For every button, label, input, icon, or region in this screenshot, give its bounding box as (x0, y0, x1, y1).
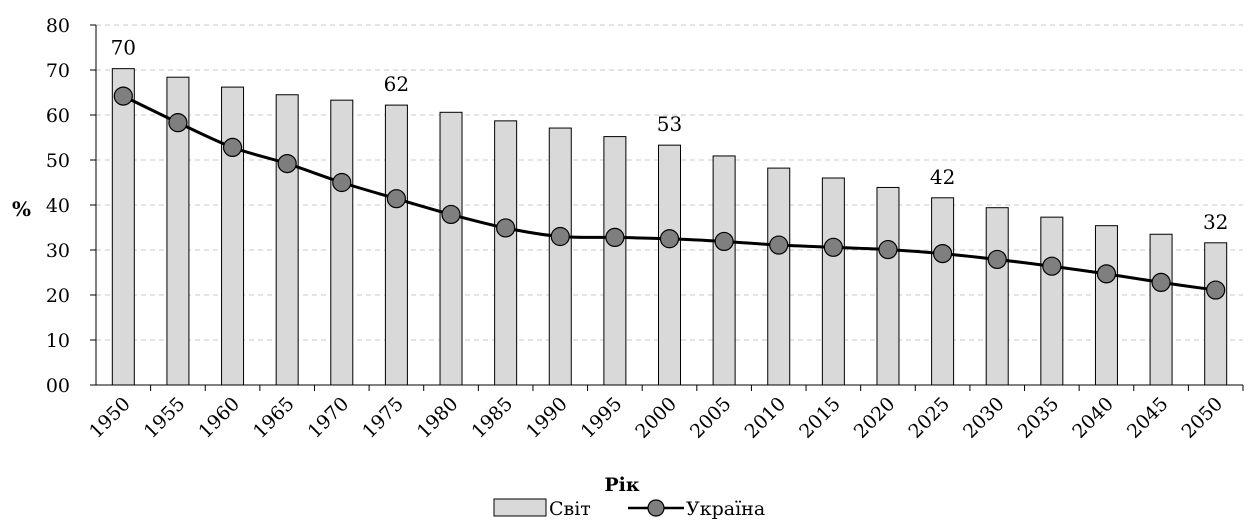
bar-world (658, 144, 681, 386)
x-tick-label: 1995 (577, 393, 627, 443)
ukraine-point (550, 226, 570, 247)
bar-world (548, 127, 572, 386)
bar-world (603, 136, 627, 386)
y-tick-label: 30 (46, 240, 70, 262)
bar-series-world (111, 68, 1228, 386)
ukraine-point (386, 189, 407, 209)
x-tick-label: 2015 (795, 393, 845, 443)
y-tick-label: 20 (46, 285, 70, 307)
x-tick-label: 2030 (959, 393, 1009, 443)
ukraine-point (714, 231, 734, 252)
x-tick-label: 2000 (631, 393, 681, 443)
bar-world (985, 207, 1009, 386)
x-tick-label: 1955 (140, 393, 190, 443)
legend-swatch-world (493, 498, 547, 517)
legend: Світ Україна (493, 498, 765, 520)
legend-label-ukraine: Україна (686, 498, 765, 520)
ukraine-point (823, 237, 843, 257)
legend-label-world: Світ (549, 498, 591, 520)
bar-world (439, 111, 463, 386)
ukraine-point (168, 113, 188, 133)
x-tick-label: 1975 (358, 393, 408, 443)
bar-world (330, 99, 354, 386)
line-series-ukraine (113, 86, 1226, 300)
x-tick-label: 1970 (304, 393, 354, 443)
x-tick-label: 1985 (467, 393, 517, 443)
ukraine-point (932, 244, 953, 264)
x-tick-label: 2020 (850, 393, 900, 443)
y-tick-label: 10 (46, 330, 70, 352)
y-tick-label: 80 (46, 15, 70, 37)
x-tick-label: 1965 (249, 393, 299, 443)
bar-data-label: 32 (1203, 210, 1228, 234)
x-tick-label: 2035 (1014, 393, 1064, 443)
ukraine-point (1042, 256, 1062, 276)
x-tick-label: 1980 (413, 393, 463, 443)
bar-world (494, 120, 518, 386)
x-tick-label: 2010 (741, 393, 791, 443)
ukraine-point (1206, 280, 1226, 300)
y-tick-label: 60 (46, 105, 70, 127)
y-tick-label: 70 (46, 60, 70, 82)
ukraine-point (1096, 264, 1117, 284)
bar-world (275, 94, 299, 386)
ukraine-point (769, 235, 789, 255)
ukraine-point (222, 137, 243, 157)
bar-data-label: 42 (930, 165, 955, 189)
ukraine-point (113, 86, 133, 106)
bar-world (384, 104, 408, 386)
bar-world (221, 86, 245, 386)
x-tick-label: 2050 (1177, 393, 1227, 443)
ukraine-point (878, 239, 898, 260)
bar-world (1204, 242, 1228, 386)
x-tick-label: 2045 (1123, 393, 1173, 443)
bar-world (931, 197, 955, 386)
bar-world (1149, 233, 1173, 386)
ukraine-point (441, 204, 461, 225)
bar-world (821, 177, 845, 386)
ukraine-point (1151, 272, 1171, 292)
bar-world (111, 68, 135, 386)
x-tick-label: 1960 (194, 393, 244, 443)
bar-data-label: 62 (384, 72, 409, 96)
y-tick-labels: 00 10 20 30 40 50 60 70 80 (46, 15, 70, 397)
y-tick-label: 00 (46, 375, 70, 397)
ukraine-point (605, 227, 625, 247)
y-tick-label: 40 (46, 195, 70, 217)
bar-world (1094, 225, 1118, 386)
bar-world (767, 167, 791, 386)
bar-data-label: 70 (111, 36, 136, 60)
x-tick-label: 1950 (85, 393, 135, 443)
x-tick-label: 2025 (904, 393, 954, 443)
bar-data-label: 53 (657, 112, 682, 136)
x-tick-label: 1990 (522, 393, 572, 443)
x-tick-label: 2005 (686, 393, 736, 443)
ukraine-point (332, 172, 352, 193)
y-axis-label: % (12, 197, 31, 221)
axes (90, 24, 1244, 391)
legend-marker-ukraine (647, 499, 665, 517)
x-tick-labels: 1950 1955 1960 1965 1970 1975 1980 1985 1990 1995… (85, 393, 1227, 443)
data-labels: 70 62 53 42 32 (111, 36, 1229, 234)
x-axis-label: Рік (604, 474, 640, 496)
ukraine-point (496, 218, 516, 238)
bar-world (712, 155, 736, 386)
bar-world (1040, 216, 1064, 386)
x-tick-label: 2040 (1068, 393, 1118, 443)
y-tick-label: 50 (46, 150, 70, 172)
bar-world (876, 186, 900, 386)
ukraine-point (277, 154, 297, 174)
ukraine-point (659, 229, 680, 249)
ukraine-point (987, 249, 1007, 270)
